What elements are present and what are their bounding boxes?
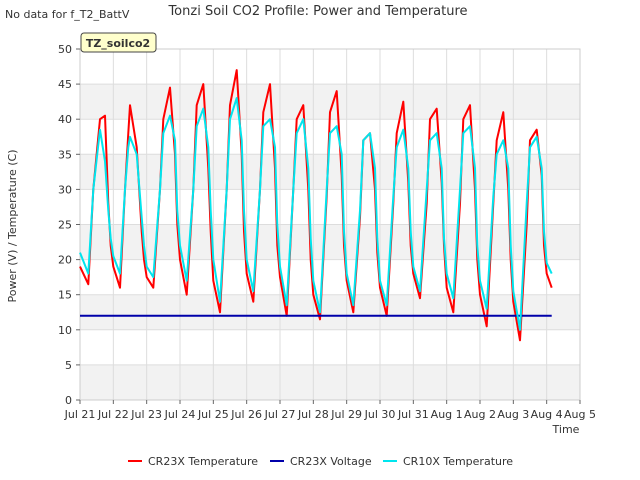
x-tick-label: Jul 24 (164, 408, 196, 421)
grid-band (80, 294, 580, 330)
legend-label: CR23X Temperature (148, 455, 258, 468)
series-line-3 (79, 97, 553, 331)
x-tick-label: Aug 3 (497, 408, 529, 421)
badge: TZ_soilco2 (80, 32, 157, 53)
x-tick-label: Jul 29 (330, 408, 362, 421)
grid-band (80, 224, 580, 260)
x-tick-label: Jul 21 (64, 408, 96, 421)
y-tick-label: 35 (58, 148, 72, 161)
y-tick-label: 25 (58, 219, 72, 232)
x-tick-label: Aug 5 (564, 408, 596, 421)
no-data-note: No data for f_T2_BattV (5, 8, 130, 21)
x-tick-label: Jul 31 (397, 408, 429, 421)
x-tick-label: Aug 4 (531, 408, 563, 421)
x-tick-label: Jul 25 (197, 408, 229, 421)
x-tick-label: Jul 27 (264, 408, 296, 421)
grid-bands (80, 84, 580, 400)
y-tick-label: 15 (58, 289, 72, 302)
grid-band (80, 154, 580, 190)
x-tick-label: Jul 28 (297, 408, 329, 421)
y-tick-label: 10 (58, 324, 72, 337)
x-axis-label: Time (552, 423, 580, 436)
plot-area (79, 48, 581, 401)
grid-band (80, 364, 580, 400)
y-tick-label: 5 (65, 359, 72, 372)
y-tick-label: 45 (58, 78, 72, 91)
badge-box (80, 32, 157, 53)
chart-title: Tonzi Soil CO2 Profile: Power and Temper… (167, 4, 467, 19)
x-tick-label: Jul 23 (130, 408, 162, 421)
y-tick-label: 40 (58, 113, 72, 126)
series-lines (79, 69, 553, 342)
y-tick-label: 0 (65, 394, 72, 407)
legend-label: CR23X Voltage (290, 455, 372, 468)
x-axis-ticks: Jul 21 Jul 22 Jul 23 Jul 24 Jul 25 Jul 26 Jul … (64, 400, 596, 421)
x-tick-label: Aug 2 (464, 408, 496, 421)
badge-text: TZ_soilco2 (86, 37, 150, 50)
legend-label: CR10X Temperature (403, 455, 513, 468)
x-tick-label: Jul 30 (364, 408, 396, 421)
y-axis-label: Power (V) / Temperature (C) (6, 149, 19, 302)
x-tick-label: Jul 26 (230, 408, 262, 421)
x-tick-label: Jul 22 (97, 408, 129, 421)
y-tick-label: 30 (58, 183, 72, 196)
y-tick-label: 20 (58, 254, 72, 267)
y-axis-ticks: 0 5 10 15 20 25 30 35 40 45 50 (58, 43, 80, 407)
legend: CR23X Temperature CR23X Voltage CR10X Temp… (128, 455, 513, 468)
y-tick-label: 50 (58, 43, 72, 56)
x-tick-label: Aug 1 (431, 408, 463, 421)
